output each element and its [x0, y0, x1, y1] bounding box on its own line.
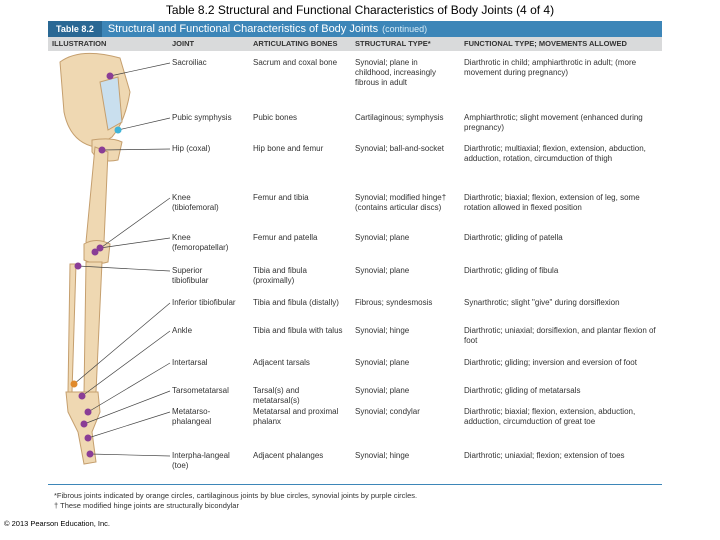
- table-cell: Diarthrotic; gliding; inversion and ever…: [464, 358, 637, 367]
- joint-marker: [78, 392, 86, 400]
- table-cell: Synovial; plane: [355, 358, 410, 367]
- copyright: © 2013 Pearson Education, Inc.: [4, 519, 111, 528]
- leader-line: [117, 117, 171, 131]
- table-cell: Diarthrotic in child; amphiarthrotic in …: [464, 58, 637, 77]
- column-header: ARTICULATING BONES: [253, 39, 338, 48]
- table-cell: Knee (tibiofemoral): [172, 193, 219, 212]
- footnote: † These modified hinge joints are struct…: [54, 501, 239, 510]
- table-cell: Diarthrotic; multiaxial; flexion, extens…: [464, 144, 646, 163]
- table-cell: Tarsometatarsal: [172, 386, 229, 395]
- table-cell: Metatarso-phalangeal: [172, 407, 212, 426]
- table-cell: Synovial; hinge: [355, 326, 410, 335]
- table-cell: Sacroiliac: [172, 58, 207, 67]
- leader-line: [99, 237, 171, 249]
- leader-line: [87, 411, 171, 439]
- table-cell: Cartilaginous; symphysis: [355, 113, 444, 122]
- leader-line: [87, 362, 171, 413]
- joint-marker: [84, 434, 92, 442]
- joint-marker: [106, 72, 114, 80]
- leg-illustration: [59, 52, 171, 465]
- table-cell: Femur and patella: [253, 233, 318, 242]
- table-title: Structural and Functional Characteristic…: [107, 23, 379, 35]
- table-cell: Fibrous; syndesmosis: [355, 298, 433, 307]
- leader-line: [73, 302, 171, 385]
- table-cell: Sacrum and coxal bone: [253, 58, 338, 67]
- column-header: JOINT: [172, 39, 195, 48]
- table-cell: Intertarsal: [172, 358, 208, 367]
- table-cell: Synovial; plane: [355, 233, 410, 242]
- table-cell: Synarthrotic; slight "give" during dorsi…: [464, 298, 620, 307]
- table-cell: Superior tibiofibular: [172, 266, 209, 285]
- table-cell: Diarthrotic; biaxial; flexion, extension…: [464, 407, 636, 426]
- column-header: FUNCTIONAL TYPE; MOVEMENTS ALLOWED: [464, 39, 627, 48]
- joint-marker: [80, 420, 88, 428]
- footnote: *Fibrous joints indicated by orange circ…: [54, 491, 418, 500]
- joint-marker: [74, 262, 82, 270]
- table-cell: Diarthrotic; gliding of metatarsals: [464, 386, 581, 395]
- table-cell: Diarthrotic; biaxial; flexion, extension…: [464, 193, 640, 212]
- table-cell: Knee (femoropatellar): [172, 233, 229, 252]
- table-cell: Adjacent phalanges: [253, 451, 324, 460]
- joint-marker: [98, 146, 106, 154]
- table-cell: Hip bone and femur: [253, 144, 324, 153]
- leader-line: [77, 265, 171, 272]
- table-cell: Synovial; hinge: [355, 451, 410, 460]
- page-title: Table 8.2 Structural and Functional Char…: [165, 3, 555, 17]
- column-header: STRUCTURAL TYPE*: [355, 39, 431, 48]
- joint-marker: [70, 380, 78, 388]
- leader-line: [83, 390, 171, 425]
- leader-line: [94, 197, 171, 253]
- table-cell: Tibia and fibula (proximally): [253, 266, 307, 285]
- table-cell: Metatarsal and proximal phalanx: [253, 407, 339, 426]
- table-cell: Synovial; modified hinge† (contains arti…: [355, 193, 447, 212]
- table-cell: Tarsal(s) and metatarsal(s): [253, 386, 300, 405]
- table-cell: Synovial; plane: [355, 266, 410, 275]
- table-cell: Diarthrotic; gliding of patella: [464, 233, 563, 242]
- header-row: ILLUSTRATION JOINT ARTICULATING BONES STRUC…: [48, 37, 662, 51]
- table-cell: Femur and tibia: [253, 193, 309, 202]
- joint-marker: [86, 450, 94, 458]
- leader-line: [89, 453, 171, 457]
- table-cell: Diarthrotic; uniaxial; flexion; extensio…: [464, 451, 625, 460]
- table-cell: Amphiarthrotic; slight movement (enhance…: [464, 113, 643, 132]
- table-cell: Diarthrotic; uniaxial; dorsiflexion, and…: [464, 326, 656, 345]
- table-cell: Adjacent tarsals: [253, 358, 310, 367]
- joint-marker: [91, 248, 99, 256]
- table-cell: Synovial; ball-and-socket: [355, 144, 444, 153]
- table-cell: Pubic bones: [253, 113, 298, 122]
- table-cell: Interpha-langeal (toe): [172, 451, 230, 470]
- leader-line: [101, 148, 171, 151]
- table-cell: Synovial; condylar: [355, 407, 420, 416]
- table-cell: Tibia and fibula (distally): [253, 298, 339, 307]
- table-cell: Pubic symphysis: [172, 113, 232, 122]
- leader-line: [109, 62, 171, 77]
- continued-note: (continued): [382, 24, 428, 34]
- joint-marker: [96, 244, 104, 252]
- table-cell: Ankle: [172, 326, 193, 335]
- column-header: ILLUSTRATION: [52, 39, 107, 48]
- table-banner: Table 8.2 Structural and Functional Chara…: [48, 21, 662, 37]
- table-number: Table 8.2: [48, 21, 102, 37]
- table-cell: Tibia and fibula with talus: [253, 326, 343, 335]
- table-cell: Diarthrotic; gliding of fibula: [464, 266, 559, 275]
- table-cell: Hip (coxal): [172, 144, 211, 153]
- joint-marker: [114, 126, 122, 134]
- joint-marker: [84, 408, 92, 416]
- table-cell: Synovial; plane: [355, 386, 410, 395]
- table-cell: Synovial; plane in childhood, increasing…: [355, 58, 436, 87]
- table-cell: Inferior tibiofibular: [172, 298, 236, 307]
- leader-line: [81, 330, 171, 397]
- footnotes: *Fibrous joints indicated by orange circ…: [48, 484, 662, 511]
